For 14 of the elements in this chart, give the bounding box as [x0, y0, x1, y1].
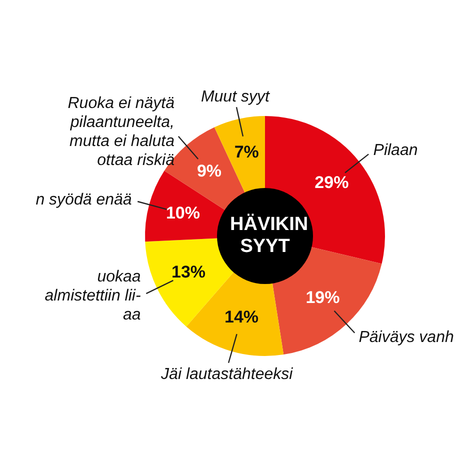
data-label: 9% — [196, 162, 222, 181]
slice-label: uokaa almistettiin lii- aa — [44, 268, 141, 324]
data-label: 7% — [234, 142, 259, 162]
slice-label: Päiväys vanh — [358, 328, 454, 346]
data-label: 19% — [306, 288, 340, 308]
data-label: 29% — [314, 172, 349, 192]
slice-label: Muut syyt — [200, 88, 270, 106]
slice-label: Pilaan — [373, 142, 418, 159]
data-label: 14% — [224, 307, 259, 326]
data-label: 10% — [166, 203, 200, 222]
slice-label: Ruoka ei näytä pilaantuneelta, mutta ei haluta ottaa riskiä — [68, 94, 175, 169]
slice-label: Jäi lautastähteeksi — [160, 366, 294, 384]
slice-label: n syödä enää — [36, 191, 132, 208]
data-label: 13% — [171, 262, 206, 282]
